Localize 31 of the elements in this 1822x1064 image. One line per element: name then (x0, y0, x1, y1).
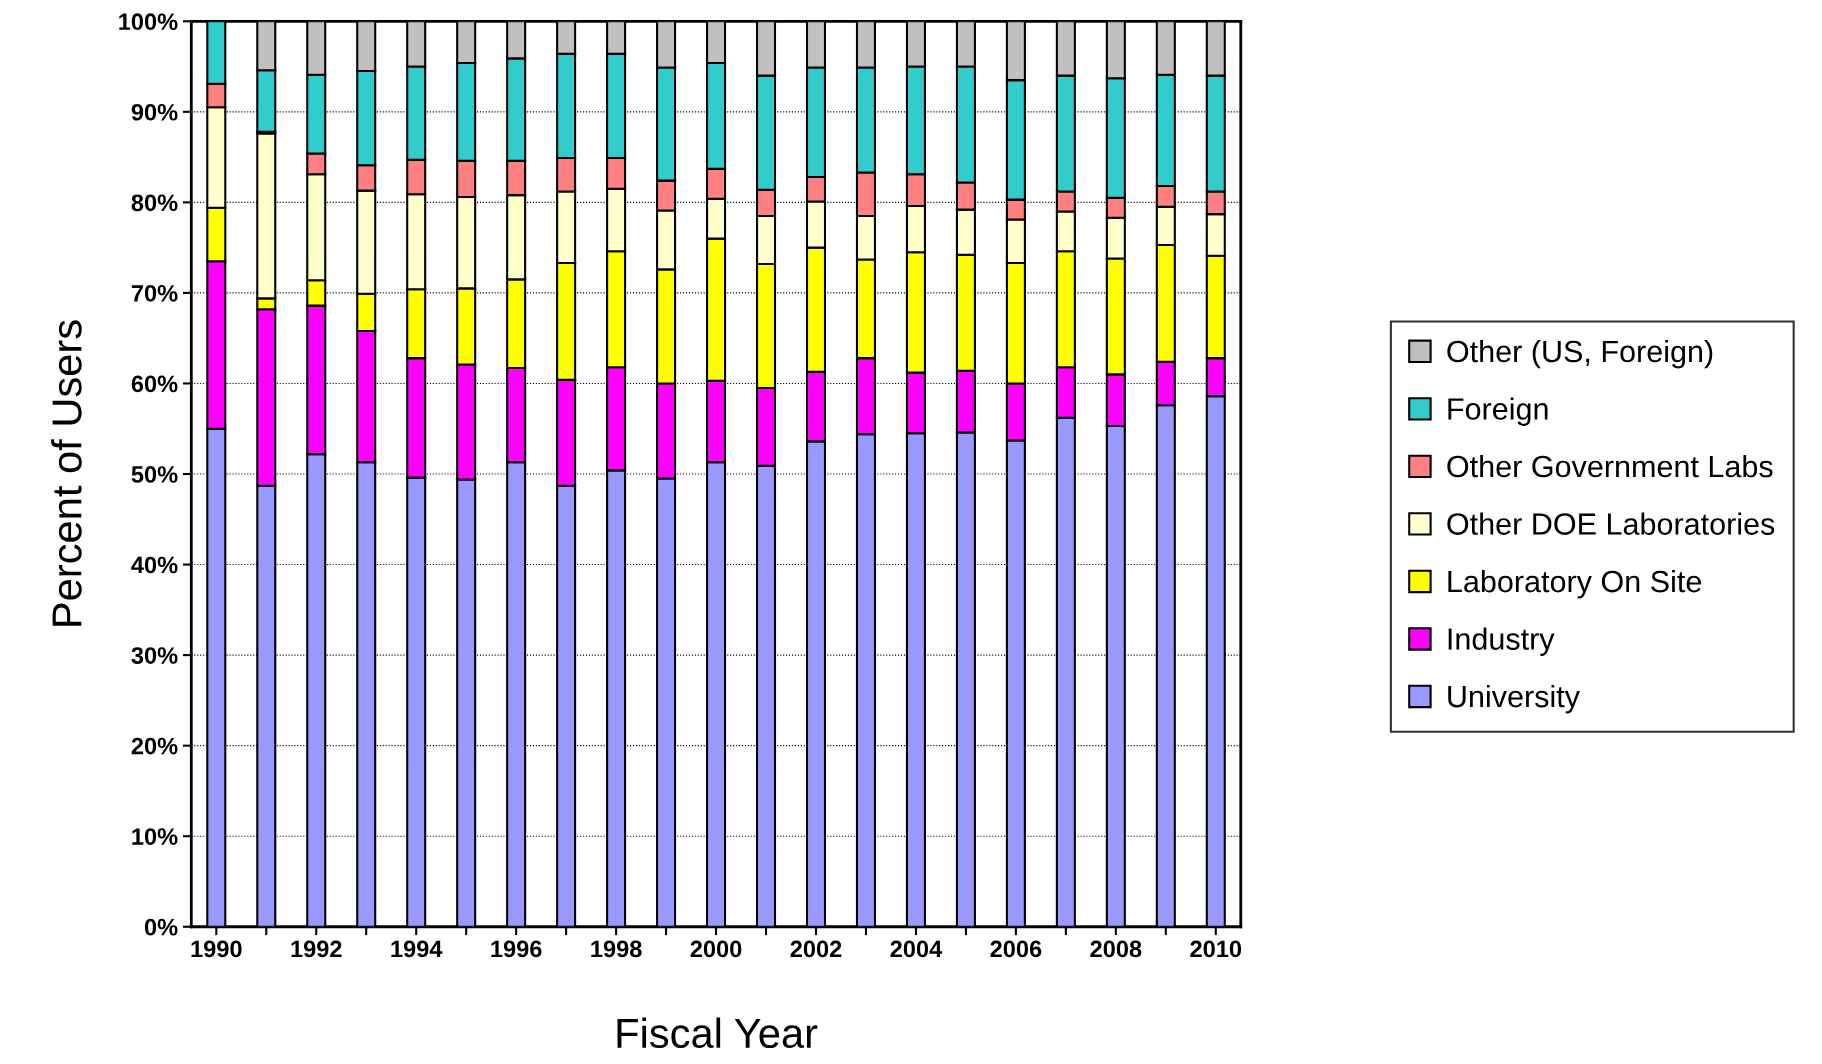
y-tick-label: 40% (131, 556, 178, 574)
legend-label: Other Government Labs (1447, 454, 1773, 478)
x-tick-label: 1996 (491, 940, 542, 958)
x-tick-label: 2000 (690, 940, 742, 958)
x-tick-label: 1992 (291, 940, 342, 958)
legend-label: Other DOE Laboratories (1447, 512, 1775, 535)
y-tick-label: 0% (144, 918, 178, 936)
legend-label: Foreign (1448, 397, 1548, 426)
legend-label: Laboratory On Site (1448, 569, 1701, 599)
y-tick-label: 10% (132, 828, 178, 845)
x-tick-label: 2004 (890, 940, 943, 958)
y-axis-title: Percent of Users (51, 320, 82, 626)
y-tick-label: 50% (131, 466, 178, 483)
x-axis-title: Fiscal Year (617, 1017, 818, 1049)
legend-label: Other (US, Foreign) (1447, 339, 1713, 369)
x-tick-label: 1998 (591, 940, 642, 958)
y-tick-label: 90% (131, 103, 178, 121)
y-tick-label: 100% (119, 13, 178, 31)
x-tick-label: 1994 (391, 940, 443, 958)
x-tick-label: 2006 (990, 940, 1042, 958)
legend-label: Industry (1448, 627, 1555, 656)
y-tick-label: 60% (131, 375, 178, 393)
y-tick-label: 80% (131, 194, 178, 212)
x-tick-label: 2008 (1090, 940, 1142, 958)
x-tick-label: 2010 (1190, 940, 1242, 958)
x-tick-label: 1990 (191, 940, 242, 958)
legend-label: University (1448, 684, 1580, 714)
y-tick-label: 70% (131, 284, 178, 302)
y-tick-label: 20% (131, 737, 178, 755)
y-tick-label: 30% (131, 647, 178, 664)
x-tick-label: 2002 (790, 940, 842, 958)
